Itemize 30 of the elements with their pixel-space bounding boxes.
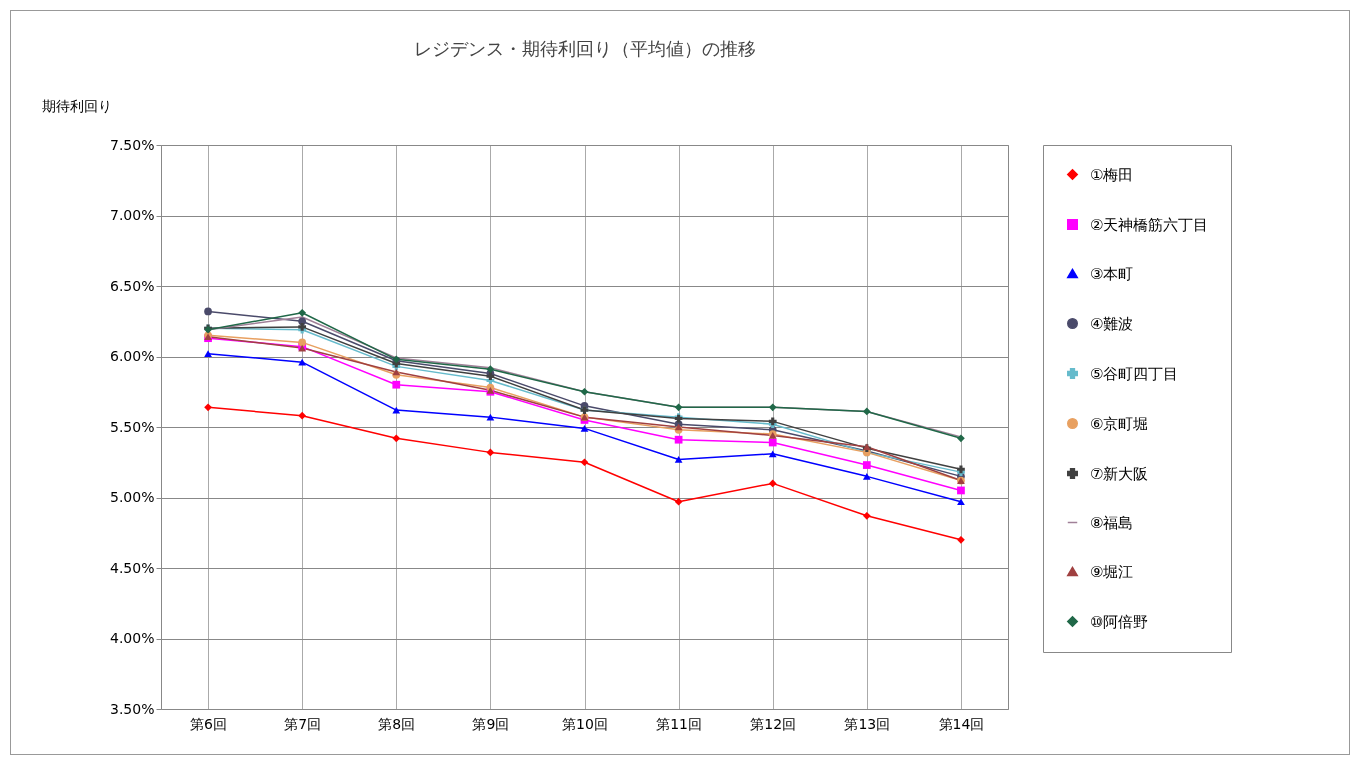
y-tick-label: 6.00% (110, 348, 155, 364)
legend-label: ⑦新大阪 (1090, 464, 1149, 483)
chart-title: レジデンス・期待利回り（平均値）の推移 (413, 38, 756, 59)
y-tick-label: 4.50% (110, 559, 155, 576)
x-tick-label: 第13回 (844, 715, 891, 732)
y-tick-label: 5.00% (110, 489, 155, 505)
legend-label: ②天神橋筋六丁目 (1090, 215, 1209, 234)
legend-label: ⑤谷町四丁目 (1090, 364, 1179, 383)
x-tick-label: 第9回 (472, 715, 510, 732)
x-tick-label: 第6回 (190, 715, 228, 732)
x-tick-label: 第12回 (750, 715, 797, 732)
y-axis-title: 期待利回り (41, 97, 112, 114)
legend-label: ⑧福島 (1090, 513, 1134, 532)
y-tick-label: 7.50% (110, 136, 155, 153)
legend-label: ⑥京町堀 (1090, 414, 1149, 433)
y-tick-label: 5.50% (110, 418, 155, 435)
x-tick-label: 第7回 (284, 715, 322, 732)
x-tick-label: 第11回 (656, 715, 703, 732)
x-tick-label: 第10回 (562, 715, 608, 732)
y-tick-label: 4.00% (110, 630, 155, 646)
y-tick-label: 3.50% (110, 700, 155, 717)
legend-label: ①梅田 (1090, 165, 1134, 184)
legend-label: ⑩阿倍野 (1090, 612, 1149, 631)
y-tick-label: 7.00% (110, 207, 155, 223)
x-tick-label: 第8回 (378, 715, 416, 732)
legend-label: ⑨堀江 (1090, 562, 1134, 581)
legend-label: ③本町 (1090, 264, 1134, 283)
y-tick-label: 6.50% (110, 277, 155, 294)
legend-label: ④難波 (1090, 314, 1134, 333)
x-tick-label: 第14回 (938, 715, 985, 732)
